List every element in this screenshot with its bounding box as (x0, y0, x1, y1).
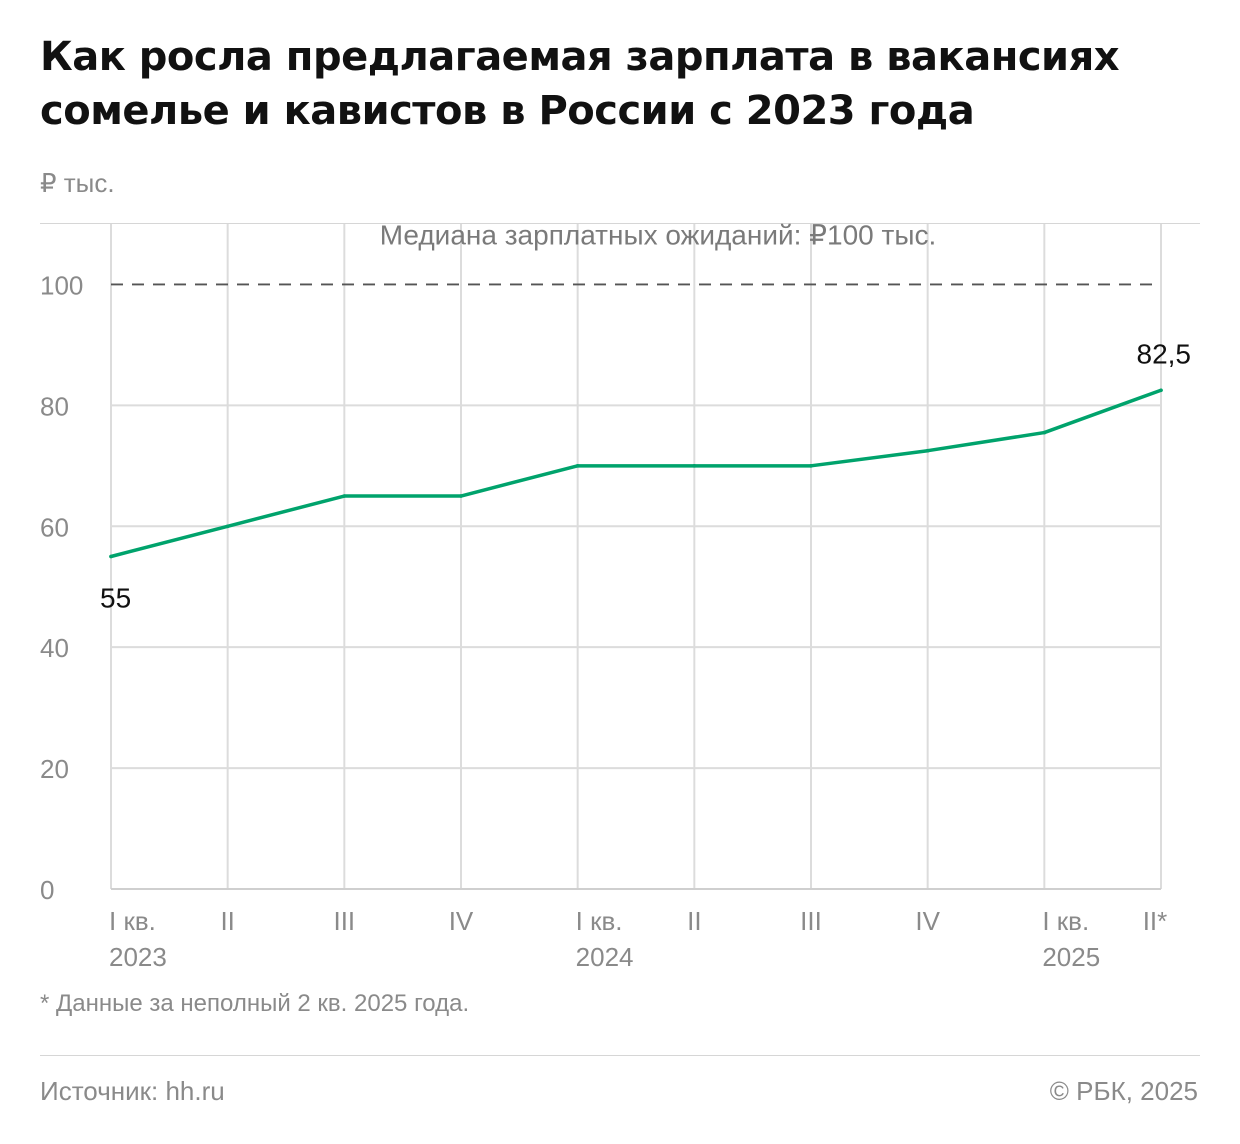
y-tick-label: 20 (40, 754, 69, 784)
data-point (925, 448, 930, 453)
data-point (225, 524, 230, 529)
copyright-label: © РБК, 2025 (1049, 1076, 1198, 1106)
series-line (109, 388, 1163, 559)
footnote: * Данные за неполный 2 кв. 2025 года. (40, 990, 470, 1017)
data-label: 55 (100, 583, 131, 614)
x-tick-label: II (687, 906, 701, 936)
data-label: 82,5 (1137, 338, 1192, 369)
x-tick-label: I кв. (109, 906, 156, 936)
x-tick-label: 2024 (576, 942, 634, 972)
source-label: Источник: hh.ru (40, 1076, 225, 1106)
y-tick-label: 60 (40, 512, 69, 542)
y-tick-label: 40 (40, 633, 69, 663)
x-tick-label: II (220, 906, 234, 936)
chart-title: Как росла предлагаемая зарплата в ваканс… (40, 34, 1120, 134)
x-tick-label: IV (915, 906, 940, 936)
data-point (109, 554, 113, 559)
x-tick-label: I кв. (576, 906, 623, 936)
grid (110, 224, 1162, 890)
data-point (459, 494, 463, 498)
data-point (809, 464, 813, 468)
x-tick-label: 2025 (1042, 942, 1100, 972)
series-group (109, 388, 1163, 559)
data-labels: 55 82,5 (100, 338, 1191, 613)
reference-line-group: Медиана зарплатных ожиданий: ₽100 тыс. (111, 219, 1161, 286)
data-point (692, 464, 697, 468)
x-tick-label: 2023 (109, 942, 167, 972)
x-tick-label: I кв. (1042, 906, 1089, 936)
data-point (1159, 388, 1163, 393)
data-point (1042, 430, 1047, 435)
data-point (342, 494, 347, 498)
y-tick-label: 100 (40, 270, 83, 300)
x-tick-label: III (333, 906, 355, 936)
x-tick-label: II* (1143, 906, 1168, 936)
y-tick-label: 80 (40, 391, 69, 421)
unit-label: ₽ тыс. (40, 168, 115, 198)
data-point (575, 464, 580, 468)
x-tick-label: III (800, 906, 822, 936)
top-divider (40, 223, 1200, 224)
bottom-divider (40, 1055, 1200, 1056)
y-tick-label: 0 (40, 875, 54, 905)
x-tick-label: IV (449, 906, 474, 936)
reference-line-label: Медиана зарплатных ожиданий: ₽100 тыс. (380, 219, 936, 250)
